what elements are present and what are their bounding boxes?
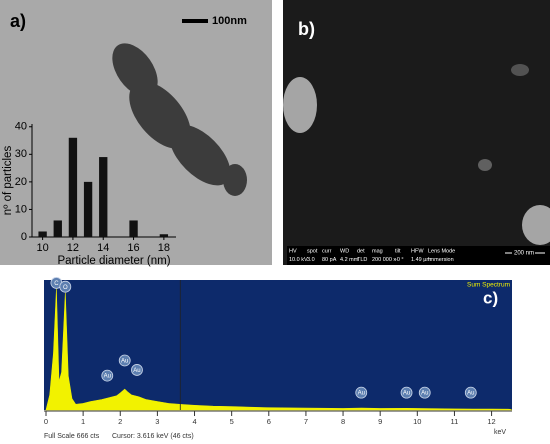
bar (129, 220, 138, 237)
y-tick-label: 20 (15, 176, 27, 188)
info-header: curr (322, 248, 332, 254)
y-tick-label: 30 (15, 148, 27, 160)
peak-marker (464, 386, 477, 399)
bar (83, 181, 93, 237)
x-tick-label: 18 (158, 242, 170, 254)
full-scale: Full Scale 666 cts (44, 433, 100, 440)
x-tick-label: 16 (127, 242, 139, 254)
info-header: Lens Mode (428, 248, 455, 254)
x-tick-label: 8 (341, 417, 345, 426)
y-tick-label: 10 (15, 203, 27, 215)
panel-label: b) (298, 19, 315, 39)
bar (68, 137, 78, 237)
peak-label: Au (467, 391, 474, 397)
plot-background (44, 280, 512, 410)
peak-label: O (63, 285, 68, 291)
x-tick-label: 7 (304, 417, 308, 426)
info-header: spot (307, 248, 318, 254)
info-value: 10.0 kV (289, 257, 308, 263)
peak-label: Au (121, 359, 128, 365)
x-tick-label: 6 (267, 417, 271, 426)
unit: keV (494, 429, 506, 436)
info-value: 80 pA (322, 257, 337, 263)
x-tick-label: 2 (118, 417, 122, 426)
info-value: 4.2 mm (340, 257, 359, 263)
scale-bar-label: 100nm (212, 15, 247, 27)
panel-label: a) (10, 11, 26, 31)
spectrum-name: Sum Spectrum (467, 282, 510, 289)
peak-marker (400, 386, 413, 399)
sem-bright-regions (283, 64, 550, 245)
peak-marker (59, 280, 72, 293)
x-tick-label: 5 (230, 417, 234, 426)
y-axis-label: nº of particles (2, 146, 14, 216)
x-tick-label: 3 (155, 417, 159, 426)
y-tick-label: 0 (21, 231, 27, 243)
particle-cluster (112, 43, 247, 196)
peak-label: Au (104, 374, 111, 380)
panel-label: c) (483, 288, 498, 307)
peak-label: Au (403, 391, 410, 397)
info-header: det (357, 248, 365, 254)
sem-scale-label: 200 nm (514, 251, 534, 257)
info-value: TLD (357, 257, 367, 263)
info-header: tilt (395, 248, 401, 254)
x-axis-label: Particle diameter (nm) (57, 255, 170, 267)
peak-label: Au (133, 368, 140, 374)
x-tick-label: 12 (67, 242, 79, 254)
peak-label: Au (421, 391, 428, 397)
info-value: 1.49 µm (411, 257, 431, 263)
peak-marker (101, 369, 114, 382)
spectrum (45, 288, 513, 411)
peak-label: C (54, 281, 59, 287)
info-value: 3.0 (307, 257, 315, 263)
peak-marker (418, 386, 431, 399)
info-header: WD (340, 248, 349, 254)
info-value: -0 ° (395, 257, 404, 263)
sem-info-bar (287, 246, 550, 265)
x-tick-label: 4 (192, 417, 196, 426)
x-tick-label: 0 (44, 417, 48, 426)
x-tick-label: 9 (378, 417, 382, 426)
bar (159, 234, 169, 237)
info-value: Immersion (428, 257, 454, 263)
x-tick-label: 1 (81, 417, 85, 426)
cursor-readout: Cursor: 3.616 keV (46 cts) (112, 433, 194, 440)
x-tick-label: 10 (413, 417, 421, 426)
peak-marker (118, 354, 131, 367)
info-header: HFW (411, 248, 424, 254)
x-tick-label: 11 (451, 417, 459, 426)
x-tick-label: 12 (487, 417, 495, 426)
bar (53, 220, 62, 237)
x-tick-label: 10 (36, 242, 48, 254)
bar (99, 157, 108, 237)
info-value: 200 000 x (372, 257, 396, 263)
peak-label: Au (358, 391, 365, 397)
peak-marker (355, 386, 368, 399)
peak-marker (131, 364, 143, 376)
info-header: HV (289, 248, 297, 254)
info-header: mag (372, 248, 383, 254)
bar (38, 231, 47, 237)
x-tick-label: 14 (97, 242, 109, 254)
y-tick-label: 40 (15, 121, 27, 133)
sem-image (283, 0, 550, 265)
